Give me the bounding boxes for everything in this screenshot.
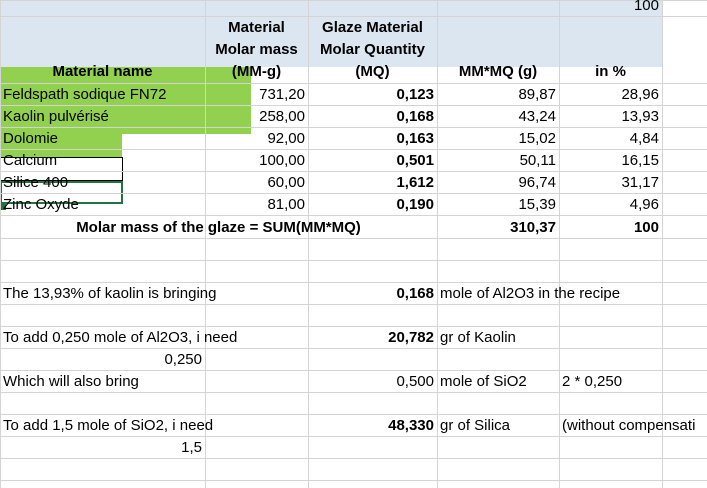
grid-line	[0, 83, 707, 84]
cell: To add 1,5 mole of SiO2, i need	[3, 417, 214, 434]
cell: Molar mass of the glaze = SUM(MM*MQ)	[76, 219, 361, 236]
cell: 100	[633, 219, 659, 236]
cell: 48,330	[388, 417, 434, 434]
cell: 81,00	[267, 196, 305, 213]
header-cell: Material Molar mass (MM-g)	[205, 16, 308, 83]
total-highlight	[0, 134, 122, 157]
grid-line	[0, 370, 707, 371]
cell: 15,39	[518, 196, 556, 213]
cell: Silice 400	[3, 174, 69, 191]
grid-line	[0, 149, 707, 150]
cell: Which will also bring	[3, 373, 139, 390]
grid-line	[0, 480, 707, 481]
header-cell: MM*MQ (g)	[437, 16, 559, 83]
cell: To add 0,250 mole of Al2O3, i need	[3, 329, 238, 346]
grid-line	[0, 215, 707, 216]
grid-line	[0, 414, 707, 415]
cell: 0,168	[396, 108, 434, 125]
grid-line	[0, 238, 707, 239]
cell: The 13,93% of kaolin is bringing	[3, 285, 217, 302]
header-cell: Glaze Material Molar Quantity (MQ)	[308, 16, 437, 83]
header-cell: Material name	[0, 16, 205, 83]
selected-cell	[0, 181, 123, 204]
cell: mole of SiO2	[440, 373, 527, 390]
header-line: Molar Quantity	[319, 41, 425, 58]
header-line: Material	[228, 19, 285, 36]
grid-line	[0, 171, 707, 172]
cell: Calcium	[3, 152, 58, 169]
grid-line	[0, 282, 707, 283]
grid-line	[0, 392, 707, 393]
cell: 0,250	[164, 351, 202, 368]
cell: 20,782	[388, 329, 434, 346]
fill-handle	[0, 204, 6, 210]
grid-line	[0, 260, 707, 261]
grid-line	[308, 0, 309, 488]
cell: Zinc Oxyde	[3, 196, 79, 213]
cell: 0,168	[396, 285, 434, 302]
grid-line	[0, 458, 707, 459]
cell: 16,15	[621, 152, 659, 169]
cell: 4,84	[629, 130, 659, 147]
grid-line	[0, 326, 707, 327]
cell: 100	[633, 0, 659, 14]
cell: 0,190	[396, 196, 434, 213]
cell: 28,96	[621, 86, 659, 103]
cell: 731,20	[259, 86, 305, 103]
cell: 15,02	[518, 130, 556, 147]
cell: Feldspath sodique FN72	[3, 86, 167, 103]
grid-line	[205, 0, 206, 488]
grid-line	[0, 436, 707, 437]
grid-line	[0, 16, 707, 17]
grid-line	[0, 105, 707, 106]
cell: 1,5	[181, 439, 202, 456]
header-bg	[0, 0, 662, 67]
cell: (without compensati	[562, 417, 696, 434]
grid-line	[437, 0, 438, 488]
cell: gr of Silica	[440, 417, 511, 434]
grid-line	[0, 0, 1, 488]
cell: 31,17	[621, 174, 659, 191]
cell: 13,93	[621, 108, 659, 125]
grid-line	[0, 304, 707, 305]
header-line: MM*MQ (g)	[458, 63, 538, 80]
header-highlight	[0, 67, 251, 134]
header-cell: in %	[559, 16, 662, 83]
grid-line	[662, 0, 663, 488]
cell: 4,96	[629, 196, 659, 213]
cell: 1,612	[396, 174, 434, 191]
cell: 0,163	[396, 130, 434, 147]
grid-line	[0, 193, 707, 194]
cell: 43,24	[518, 108, 556, 125]
cell: 100,00	[259, 152, 305, 169]
cell: 0,500	[396, 373, 434, 390]
cell: mole of Al2O3 in the recipe	[440, 285, 621, 302]
grid-line	[0, 348, 707, 349]
cell: 96,74	[518, 174, 556, 191]
grid-line	[0, 127, 707, 128]
cell: 0,501	[396, 152, 434, 169]
cell: gr of Kaolin	[440, 329, 516, 346]
header-line: in %	[595, 63, 626, 80]
cell: 89,87	[518, 86, 556, 103]
header-line: Glaze Material	[322, 19, 423, 36]
cell: 92,00	[267, 130, 305, 147]
cell: 258,00	[259, 108, 305, 125]
cell: 50,11	[519, 152, 556, 169]
cell: Dolomie	[3, 130, 59, 147]
header-line: (MM-g)	[231, 63, 282, 80]
grid-line	[559, 0, 560, 488]
cell: 0,123	[396, 86, 434, 103]
cell: 310,37	[510, 219, 556, 236]
grid-line	[0, 0, 707, 1]
cell: 2 * 0,250	[562, 373, 623, 390]
cell: 60,00	[267, 174, 305, 191]
header-line: Material name	[52, 63, 153, 80]
header-line: (MQ)	[355, 63, 390, 80]
header-line: Molar mass	[215, 41, 298, 58]
cell: Kaolin pulvérisé	[3, 108, 109, 125]
